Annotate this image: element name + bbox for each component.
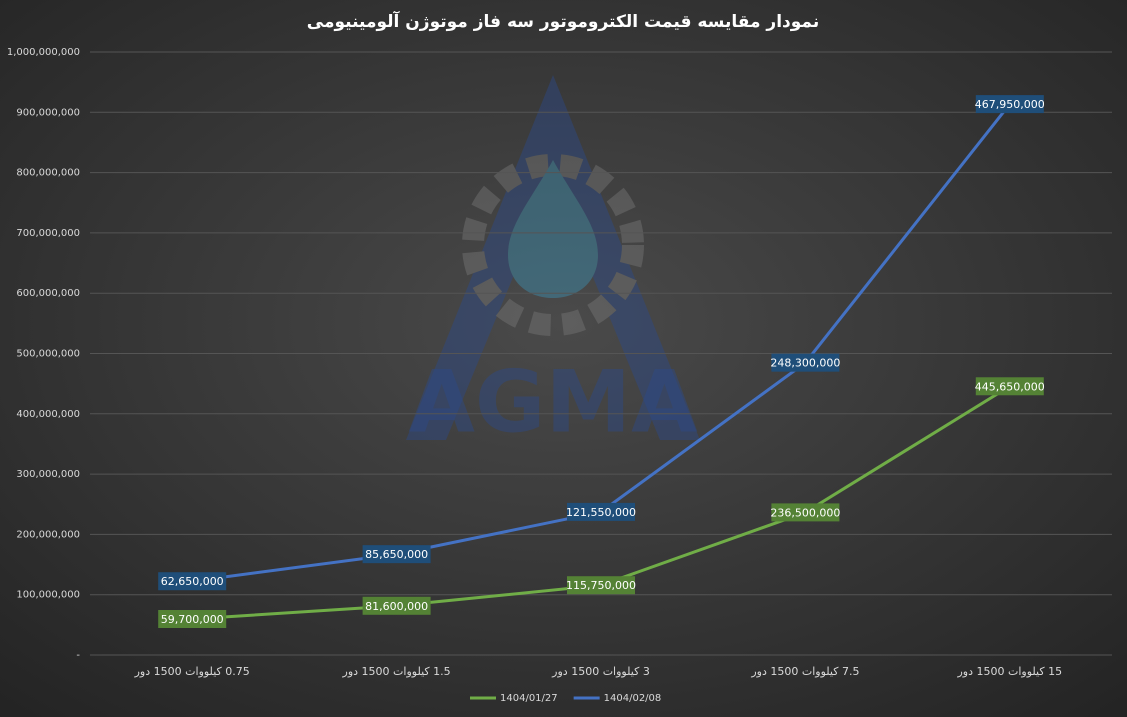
y-tick-label: 200,000,000 bbox=[16, 529, 80, 540]
data-label-box bbox=[158, 572, 227, 591]
x-tick-label: 3 کیلووات 1500 دور bbox=[551, 665, 650, 678]
y-tick-label: 500,000,000 bbox=[16, 349, 80, 360]
x-tick-label: 0.75 کیلووات 1500 دور bbox=[134, 665, 250, 678]
data-label-box bbox=[975, 377, 1044, 396]
x-tick-label: 7.5 کیلووات 1500 دور bbox=[750, 665, 859, 678]
data-label-box bbox=[362, 545, 431, 564]
data-label-text: 81,600,000 bbox=[365, 600, 428, 613]
y-tick-label: 300,000,000 bbox=[16, 469, 80, 480]
data-label-box bbox=[567, 502, 635, 521]
watermark: AGMA bbox=[408, 352, 698, 452]
data-label-text: 121,550,000 bbox=[566, 506, 636, 519]
data-label: 248,300,000 bbox=[770, 353, 840, 372]
data-label-box bbox=[362, 596, 431, 615]
y-tick-label: 700,000,000 bbox=[16, 228, 80, 239]
chart-title: نمودار مقایسه قیمت الکتروموتور سه فاز مو… bbox=[307, 10, 819, 32]
data-label-box bbox=[771, 503, 840, 522]
data-label: 121,550,000 bbox=[566, 502, 636, 521]
y-tick-label: 900,000,000 bbox=[16, 107, 80, 118]
data-label-text: 236,500,000 bbox=[770, 506, 840, 519]
legend-label: 1404/02/08 bbox=[604, 693, 662, 704]
data-label: 85,650,000 bbox=[362, 545, 431, 564]
data-label-text: 62,650,000 bbox=[161, 575, 224, 588]
y-tick-label: 400,000,000 bbox=[16, 409, 80, 420]
data-label-text: 467,950,000 bbox=[975, 98, 1045, 111]
data-label: 115,750,000 bbox=[566, 576, 636, 595]
data-label-text: 59,700,000 bbox=[161, 613, 224, 626]
y-tick-label: 600,000,000 bbox=[16, 288, 80, 299]
legend-label: 1404/01/27 bbox=[500, 693, 558, 704]
data-label: 445,650,000 bbox=[975, 377, 1045, 396]
data-label-text: 248,300,000 bbox=[770, 357, 840, 370]
data-label-box bbox=[975, 95, 1044, 114]
x-tick-label: 15 کیلووات 1500 دور bbox=[956, 665, 1062, 678]
data-label: 59,700,000 bbox=[158, 610, 227, 629]
y-tick-label: 1,000,000,000 bbox=[7, 47, 80, 58]
data-label: 81,600,000 bbox=[362, 596, 431, 615]
data-label-box bbox=[158, 610, 227, 629]
y-tick-label: - bbox=[76, 650, 80, 661]
data-label-text: 445,650,000 bbox=[975, 380, 1045, 393]
data-label-text: 85,650,000 bbox=[365, 548, 428, 561]
data-label-box bbox=[771, 353, 840, 372]
logo bbox=[406, 75, 700, 440]
data-label: 467,950,000 bbox=[975, 95, 1045, 114]
y-tick-label: 100,000,000 bbox=[16, 590, 80, 601]
data-label: 236,500,000 bbox=[770, 503, 840, 522]
data-label-text: 115,750,000 bbox=[566, 579, 636, 592]
y-tick-label: 800,000,000 bbox=[16, 168, 80, 179]
x-tick-label: 1.5 کیلووات 1500 دور bbox=[342, 665, 451, 678]
data-label: 62,650,000 bbox=[158, 572, 227, 591]
data-label-box bbox=[567, 576, 635, 595]
